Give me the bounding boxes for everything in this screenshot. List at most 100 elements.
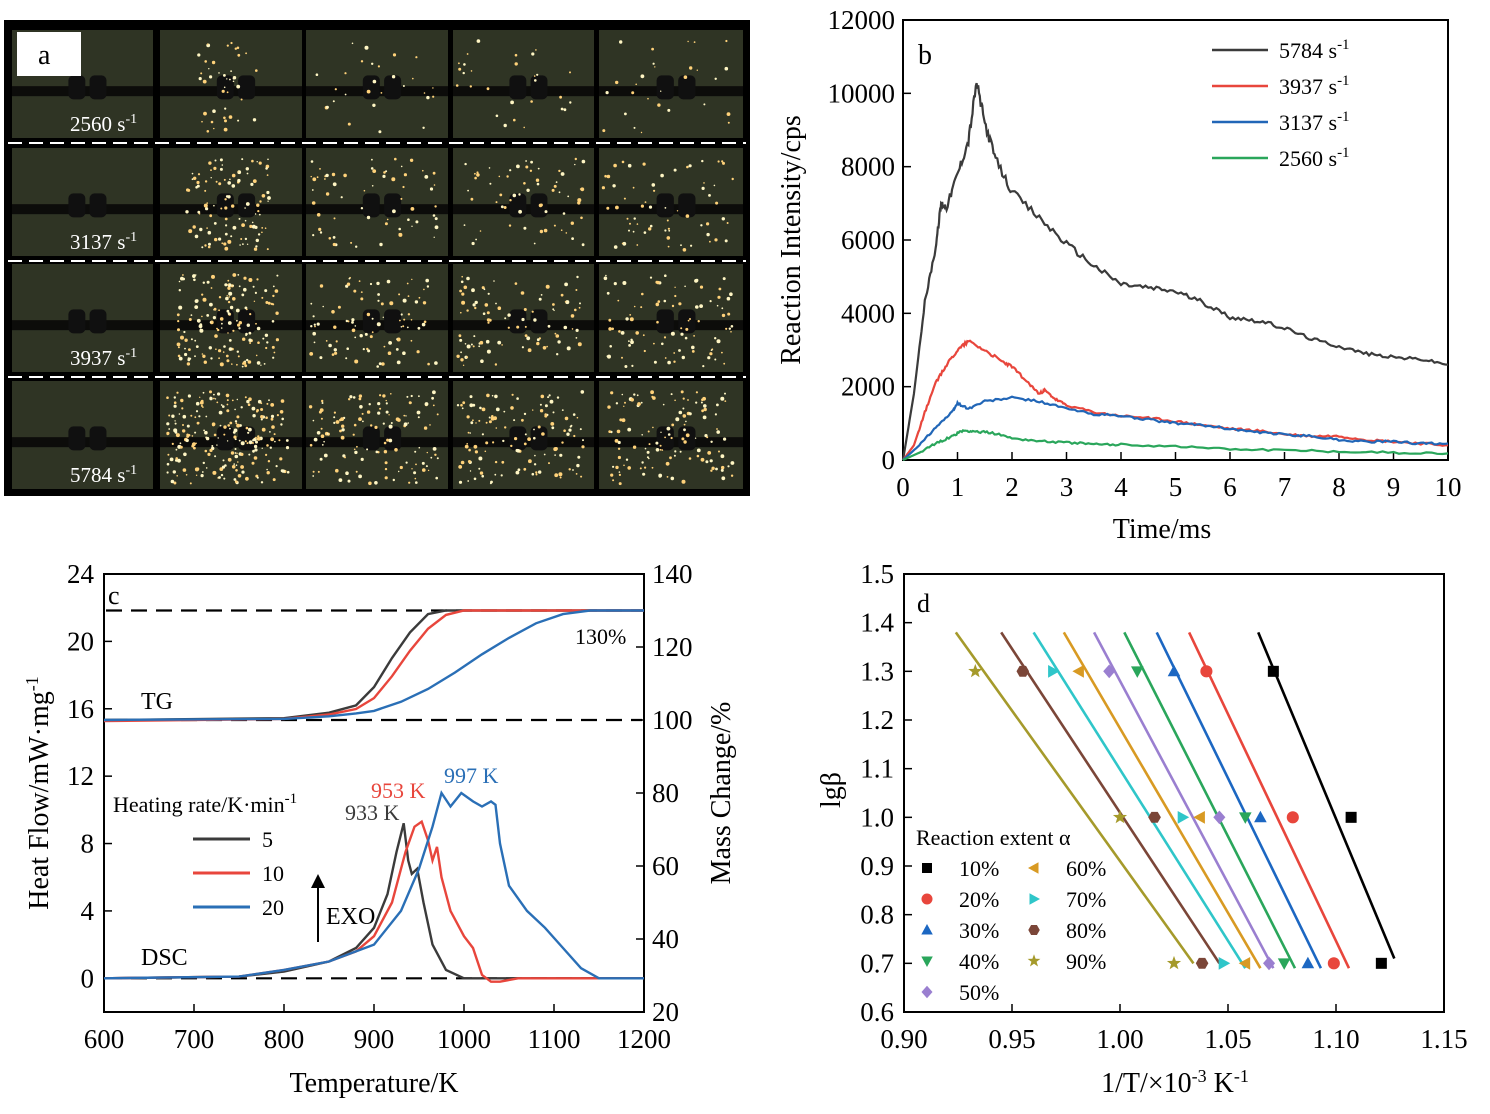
photo-spark	[236, 319, 238, 322]
photo-spark	[176, 475, 178, 477]
photo-fixture-clamp	[216, 309, 234, 334]
photo-spark	[319, 284, 324, 288]
photo-spark	[463, 285, 468, 290]
photo-spark	[227, 279, 230, 282]
photo-spark	[203, 203, 208, 208]
photo-spark	[376, 281, 380, 286]
photo-spark	[257, 233, 261, 236]
photo-spark	[514, 62, 518, 66]
photo-spark	[213, 127, 215, 130]
photo-spark	[550, 422, 555, 426]
photo-spark	[214, 398, 217, 400]
photo-spark	[618, 482, 622, 486]
photo-spark	[332, 182, 337, 187]
photo-spark	[415, 56, 418, 59]
photo-spark	[182, 414, 187, 419]
photo-spark	[280, 423, 283, 426]
photo-spark	[434, 453, 437, 456]
photo-spark	[195, 474, 198, 476]
panel-c-y2tick-label: 120	[652, 632, 693, 662]
photo-spark	[716, 339, 721, 344]
photo-spark	[436, 457, 439, 460]
photo-spark	[703, 407, 707, 412]
photo-spark	[473, 477, 477, 481]
photo-spark	[416, 350, 420, 354]
photo-spark	[228, 296, 230, 298]
photo-spark	[211, 445, 214, 447]
photo-spark	[510, 406, 514, 410]
photo-spark	[201, 293, 204, 296]
photo-spark	[606, 291, 610, 295]
photo-spark	[220, 327, 223, 329]
photo-spark	[683, 75, 688, 79]
photo-spark	[673, 454, 676, 457]
photo-spark	[190, 314, 193, 316]
photo-spark	[200, 72, 203, 75]
photo-spark	[335, 468, 339, 473]
photo-spark	[234, 420, 238, 423]
photo-spark	[237, 461, 239, 463]
photo-spark	[368, 481, 372, 486]
photo-spark	[224, 107, 227, 110]
photo-spark	[629, 317, 634, 322]
photo-spark	[203, 429, 206, 432]
photo-spark	[665, 461, 670, 466]
photo-spark	[681, 479, 686, 484]
panel-d-marker-diamond	[1103, 664, 1116, 679]
photo-frame	[599, 381, 743, 489]
photo-spark	[423, 426, 428, 430]
photo-spark	[695, 401, 698, 404]
photo-spark	[536, 182, 540, 186]
photo-spark	[392, 478, 395, 482]
panel-d-xtick-label: 0.90	[880, 1024, 927, 1054]
photo-spark	[254, 69, 258, 72]
panel-d-ytick-label: 0.6	[860, 997, 894, 1027]
photo-spark	[196, 180, 200, 185]
panel-d-marker-triangle-left	[1028, 862, 1039, 874]
photo-spark	[231, 465, 236, 469]
photo-spark	[643, 349, 646, 353]
photo-spark	[171, 442, 174, 445]
photo-spark	[201, 315, 203, 318]
panel-d-frame	[903, 573, 1445, 1013]
photo-spark	[632, 445, 637, 449]
photo-spark	[261, 194, 266, 198]
photo-fixture-clamp	[238, 75, 256, 100]
photo-spark	[232, 297, 236, 301]
photo-spark	[409, 158, 414, 162]
photo-spark	[466, 356, 469, 359]
photo-spark	[265, 167, 268, 170]
photo-spark	[366, 215, 371, 220]
photo-frame	[306, 148, 448, 256]
photo-spark	[183, 452, 187, 457]
photo-spark	[200, 474, 204, 478]
panel-c-y2tick-label: 140	[652, 559, 693, 589]
photo-spark	[256, 410, 258, 413]
photo-spark	[367, 349, 371, 353]
photo-spark	[679, 450, 682, 453]
photo-spark	[333, 325, 337, 329]
panel-d-marker-star	[968, 663, 983, 678]
photo-spark	[362, 348, 365, 351]
photo-spark	[351, 42, 354, 45]
photo-spark	[319, 457, 323, 461]
photo-spark	[270, 403, 275, 407]
photo-spark	[406, 395, 409, 398]
photo-spark	[411, 468, 413, 470]
photo-spark	[226, 78, 228, 80]
photo-spark	[536, 338, 540, 342]
photo-spark	[398, 470, 400, 473]
photo-spark	[633, 126, 636, 129]
photo-spark	[218, 72, 220, 74]
photo-spark	[509, 169, 512, 172]
photo-spark	[510, 444, 513, 448]
photo-spark	[721, 313, 726, 318]
photo-spark	[278, 439, 281, 442]
panel-d-marker-triangle-down	[1131, 666, 1144, 678]
photo-spark	[429, 187, 434, 191]
photo-spark	[208, 161, 212, 165]
photo-spark	[434, 225, 439, 230]
photo-spark	[238, 439, 241, 442]
panel-a-label-box	[17, 32, 81, 76]
photo-spark	[213, 397, 215, 400]
